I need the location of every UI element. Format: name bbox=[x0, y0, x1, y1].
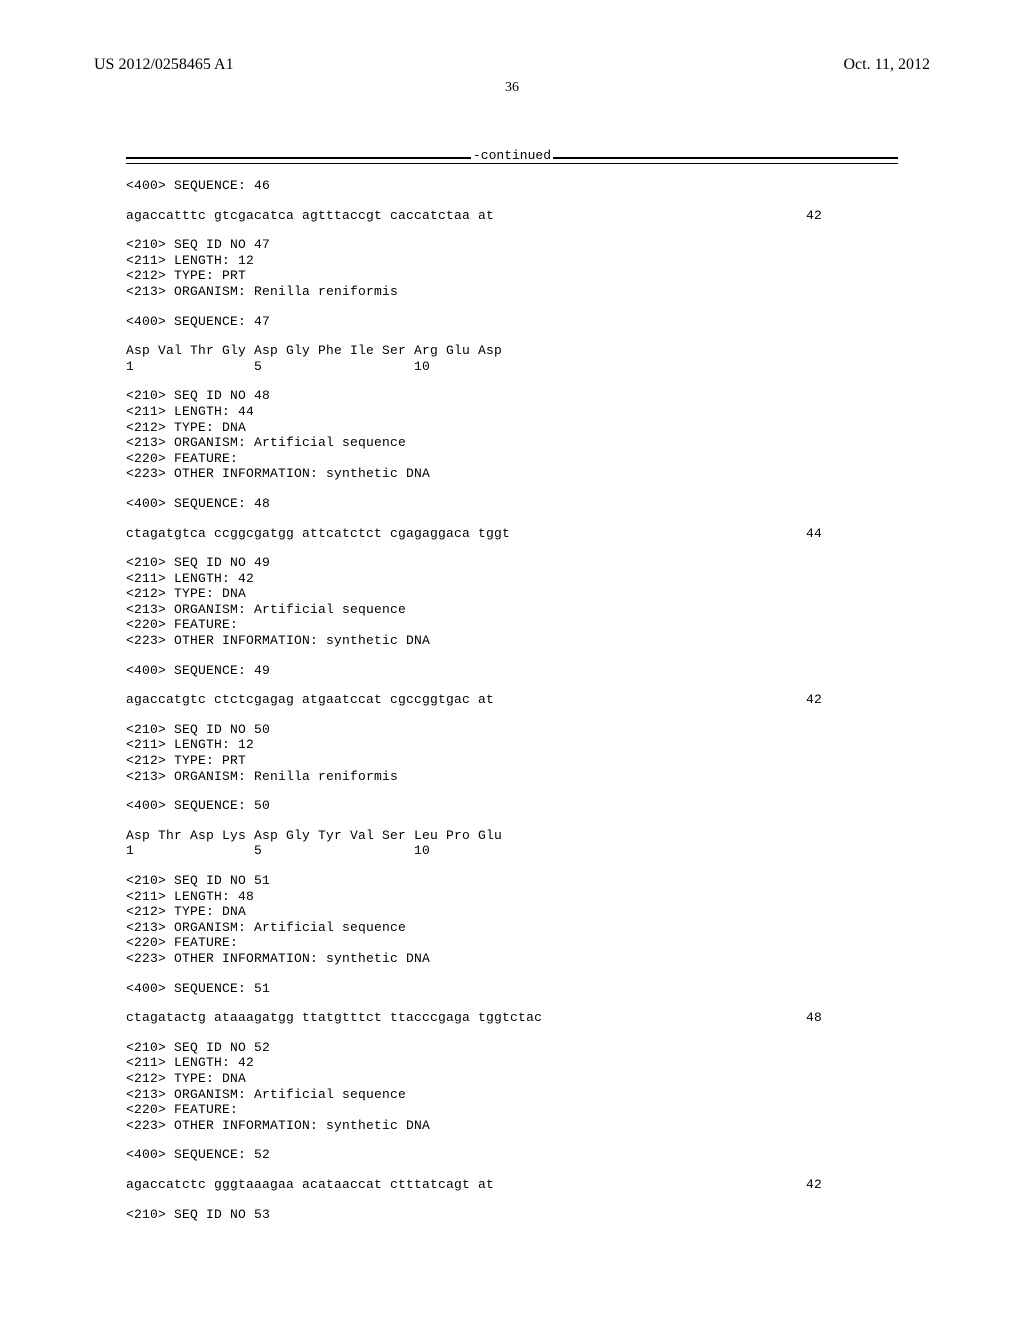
sequence-line: <220> FEATURE: bbox=[126, 1102, 930, 1118]
sequence-block: <400> SEQUENCE: 52 bbox=[126, 1147, 930, 1163]
sequence-row: ctagatactg ataaagatgg ttatgtttct ttacccg… bbox=[126, 1010, 832, 1026]
sequence-block: <210> SEQ ID NO 49<211> LENGTH: 42<212> … bbox=[126, 555, 930, 649]
sequence-line: <210> SEQ ID NO 51 bbox=[126, 873, 930, 889]
publication-date: Oct. 11, 2012 bbox=[843, 56, 930, 74]
continued-divider: -continued bbox=[126, 148, 898, 163]
sequence-length: 44 bbox=[806, 526, 832, 542]
sequence-line: <211> LENGTH: 48 bbox=[126, 889, 930, 905]
sequence-line: <220> FEATURE: bbox=[126, 935, 930, 951]
sequence-line: <211> LENGTH: 42 bbox=[126, 1055, 930, 1071]
sequence-line: 1 5 10 bbox=[126, 843, 930, 859]
sequence-block: agaccatgtc ctctcgagag atgaatccat cgccggt… bbox=[126, 692, 930, 708]
sequence-line: <211> LENGTH: 12 bbox=[126, 737, 930, 753]
sequence-text: agaccatgtc ctctcgagag atgaatccat cgccggt… bbox=[126, 692, 494, 708]
sequence-line: <212> TYPE: PRT bbox=[126, 268, 930, 284]
sequence-block: ctagatgtca ccggcgatgg attcatctct cgagagg… bbox=[126, 526, 930, 542]
sequence-block: Asp Thr Asp Lys Asp Gly Tyr Val Ser Leu … bbox=[126, 828, 930, 859]
sequence-text: agaccatttc gtcgacatca agtttaccgt caccatc… bbox=[126, 208, 494, 224]
continued-underline bbox=[126, 163, 898, 164]
sequence-text: agaccatctc gggtaaagaa acataaccat ctttatc… bbox=[126, 1177, 494, 1193]
sequence-line: <223> OTHER INFORMATION: synthetic DNA bbox=[126, 466, 930, 482]
sequence-block: <210> SEQ ID NO 47<211> LENGTH: 12<212> … bbox=[126, 237, 930, 299]
sequence-line: <213> ORGANISM: Renilla reniformis bbox=[126, 284, 930, 300]
sequence-text: ctagatgtca ccggcgatgg attcatctct cgagagg… bbox=[126, 526, 510, 542]
sequence-line: <400> SEQUENCE: 49 bbox=[126, 663, 930, 679]
sequence-line: <400> SEQUENCE: 46 bbox=[126, 178, 930, 194]
sequence-line: <400> SEQUENCE: 50 bbox=[126, 798, 930, 814]
sequence-line: <213> ORGANISM: Renilla reniformis bbox=[126, 769, 930, 785]
sequence-length: 48 bbox=[806, 1010, 832, 1026]
publication-number: US 2012/0258465 A1 bbox=[94, 56, 234, 74]
sequence-line: 1 5 10 bbox=[126, 359, 930, 375]
sequence-line: <400> SEQUENCE: 52 bbox=[126, 1147, 930, 1163]
sequence-block: <210> SEQ ID NO 53 bbox=[126, 1207, 930, 1223]
sequence-line: <212> TYPE: PRT bbox=[126, 753, 930, 769]
sequence-block: agaccatctc gggtaaagaa acataaccat ctttatc… bbox=[126, 1177, 930, 1193]
sequence-line: <220> FEATURE: bbox=[126, 617, 930, 633]
sequence-line: <400> SEQUENCE: 48 bbox=[126, 496, 930, 512]
sequence-line: <213> ORGANISM: Artificial sequence bbox=[126, 435, 930, 451]
sequence-line: <211> LENGTH: 42 bbox=[126, 571, 930, 587]
sequence-block: <400> SEQUENCE: 51 bbox=[126, 981, 930, 997]
sequence-line: Asp Val Thr Gly Asp Gly Phe Ile Ser Arg … bbox=[126, 343, 930, 359]
sequence-line: <210> SEQ ID NO 52 bbox=[126, 1040, 930, 1056]
sequence-block: <400> SEQUENCE: 46 bbox=[126, 178, 930, 194]
sequence-row: ctagatgtca ccggcgatgg attcatctct cgagagg… bbox=[126, 526, 832, 542]
sequence-line: <211> LENGTH: 44 bbox=[126, 404, 930, 420]
sequence-block: agaccatttc gtcgacatca agtttaccgt caccatc… bbox=[126, 208, 930, 224]
rule-right bbox=[553, 157, 898, 159]
sequence-row: agaccatttc gtcgacatca agtttaccgt caccatc… bbox=[126, 208, 832, 224]
sequence-block: ctagatactg ataaagatgg ttatgtttct ttacccg… bbox=[126, 1010, 930, 1026]
sequence-line: <211> LENGTH: 12 bbox=[126, 253, 930, 269]
sequence-line: <210> SEQ ID NO 48 bbox=[126, 388, 930, 404]
sequence-length: 42 bbox=[806, 208, 832, 224]
sequence-line: Asp Thr Asp Lys Asp Gly Tyr Val Ser Leu … bbox=[126, 828, 930, 844]
sequence-block: <400> SEQUENCE: 49 bbox=[126, 663, 930, 679]
sequence-line: <210> SEQ ID NO 49 bbox=[126, 555, 930, 571]
sequence-block: <210> SEQ ID NO 48<211> LENGTH: 44<212> … bbox=[126, 388, 930, 482]
sequence-line: <212> TYPE: DNA bbox=[126, 420, 930, 436]
sequence-line: <213> ORGANISM: Artificial sequence bbox=[126, 602, 930, 618]
sequence-line: <400> SEQUENCE: 47 bbox=[126, 314, 930, 330]
sequence-text: ctagatactg ataaagatgg ttatgtttct ttacccg… bbox=[126, 1010, 542, 1026]
sequence-block: <400> SEQUENCE: 48 bbox=[126, 496, 930, 512]
sequence-block: <210> SEQ ID NO 51<211> LENGTH: 48<212> … bbox=[126, 873, 930, 967]
sequence-line: <210> SEQ ID NO 47 bbox=[126, 237, 930, 253]
sequence-block: <210> SEQ ID NO 50<211> LENGTH: 12<212> … bbox=[126, 722, 930, 784]
sequence-line: <213> ORGANISM: Artificial sequence bbox=[126, 920, 930, 936]
sequence-block: Asp Val Thr Gly Asp Gly Phe Ile Ser Arg … bbox=[126, 343, 930, 374]
sequence-block: <400> SEQUENCE: 50 bbox=[126, 798, 930, 814]
sequence-row: agaccatctc gggtaaagaa acataaccat ctttatc… bbox=[126, 1177, 832, 1193]
sequence-line: <210> SEQ ID NO 50 bbox=[126, 722, 930, 738]
sequence-length: 42 bbox=[806, 692, 832, 708]
sequence-block: <400> SEQUENCE: 47 bbox=[126, 314, 930, 330]
page-header: US 2012/0258465 A1 Oct. 11, 2012 bbox=[94, 56, 930, 74]
sequence-row: agaccatgtc ctctcgagag atgaatccat cgccggt… bbox=[126, 692, 832, 708]
sequence-line: <212> TYPE: DNA bbox=[126, 904, 930, 920]
sequence-line: <213> ORGANISM: Artificial sequence bbox=[126, 1087, 930, 1103]
sequence-line: <212> TYPE: DNA bbox=[126, 1071, 930, 1087]
sequence-listing: <400> SEQUENCE: 46 agaccatttc gtcgacatca … bbox=[126, 178, 930, 1222]
sequence-block: <210> SEQ ID NO 52<211> LENGTH: 42<212> … bbox=[126, 1040, 930, 1134]
sequence-line: <223> OTHER INFORMATION: synthetic DNA bbox=[126, 633, 930, 649]
sequence-line: <220> FEATURE: bbox=[126, 451, 930, 467]
sequence-line: <223> OTHER INFORMATION: synthetic DNA bbox=[126, 1118, 930, 1134]
sequence-line: <400> SEQUENCE: 51 bbox=[126, 981, 930, 997]
rule-left bbox=[126, 157, 471, 159]
page-number: 36 bbox=[94, 80, 930, 96]
sequence-line: <212> TYPE: DNA bbox=[126, 586, 930, 602]
sequence-line: <210> SEQ ID NO 53 bbox=[126, 1207, 930, 1223]
sequence-length: 42 bbox=[806, 1177, 832, 1193]
sequence-line: <223> OTHER INFORMATION: synthetic DNA bbox=[126, 951, 930, 967]
continued-label: -continued bbox=[471, 148, 553, 163]
